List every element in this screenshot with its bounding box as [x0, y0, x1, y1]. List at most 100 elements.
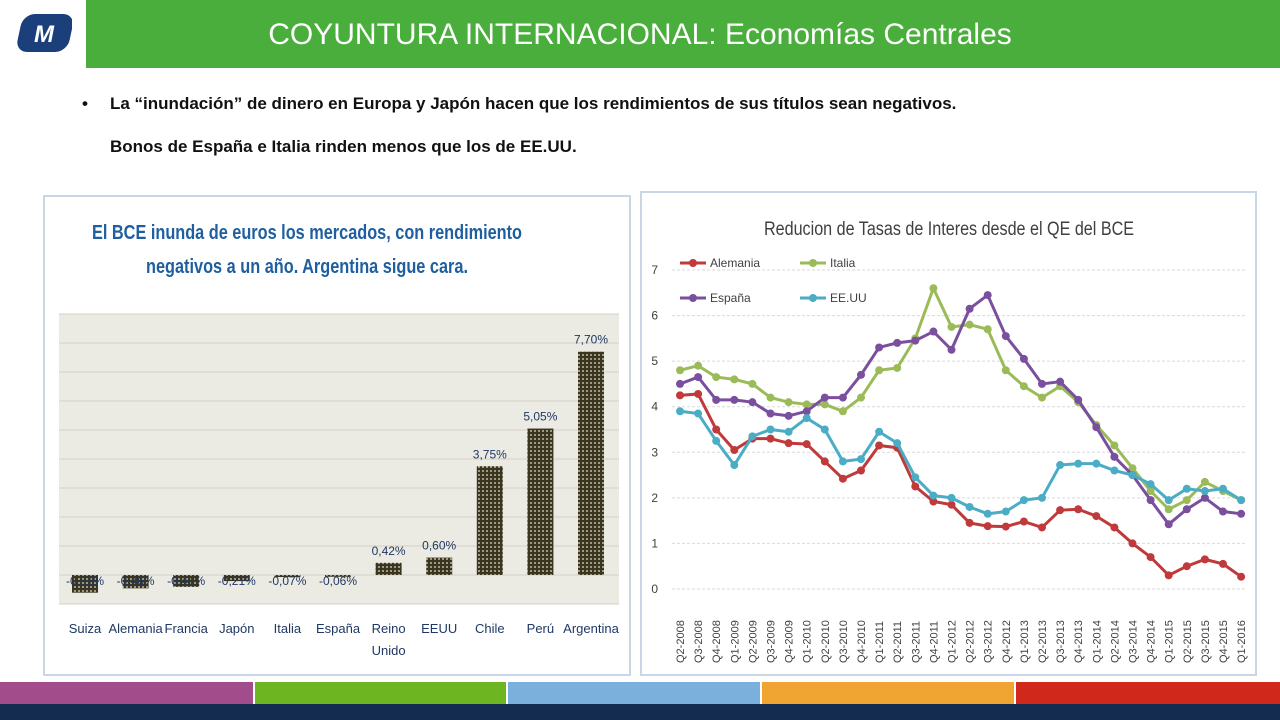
bar	[426, 557, 453, 575]
series-point	[1110, 452, 1119, 461]
series-point	[929, 491, 938, 500]
series-point	[802, 440, 811, 449]
series-point	[730, 375, 739, 384]
series-point	[1001, 332, 1010, 341]
bar	[72, 575, 98, 593]
series-point	[1182, 484, 1191, 493]
x-tick-label: Q4-2014	[1146, 620, 1158, 663]
series-point	[875, 366, 884, 375]
series-point	[766, 425, 775, 434]
series-point	[730, 395, 739, 404]
series-point	[694, 361, 703, 370]
series-point	[694, 409, 703, 418]
category-label: Italia	[274, 621, 302, 636]
legend-label: España	[710, 291, 751, 305]
series-point	[893, 338, 902, 347]
series-point	[1200, 487, 1209, 496]
category-label: Alemania	[108, 621, 163, 636]
bar	[578, 351, 604, 575]
series-point	[694, 389, 703, 398]
series-point	[965, 304, 974, 313]
data-label: -0,46%	[117, 574, 155, 588]
series-point	[766, 434, 775, 443]
series-point	[838, 457, 847, 466]
series-point	[911, 336, 920, 345]
y-tick-label: 0	[651, 582, 658, 596]
bar	[223, 575, 250, 582]
x-tick-label: Q3-2010	[838, 620, 850, 663]
chart-title: Reducion de Tasas de Interes desde el QE…	[764, 219, 1134, 240]
bar	[325, 575, 351, 577]
series-point	[1092, 512, 1101, 521]
x-tick-label: Q1-2011	[874, 621, 886, 663]
series-point	[676, 379, 684, 388]
x-tick-label: Q4-2009	[784, 620, 796, 663]
logo: M	[0, 0, 86, 68]
bar	[173, 575, 200, 587]
x-tick-label: Q4-2008	[711, 620, 723, 663]
line-chart: Reducion de Tasas de Interes desde el QE…	[651, 219, 1248, 663]
series-point	[694, 373, 703, 382]
series-point	[1200, 477, 1209, 486]
footer-stripe-purple	[0, 682, 253, 704]
series-point	[1164, 520, 1173, 529]
data-label: 3,75%	[473, 447, 507, 461]
y-tick-label: 7	[651, 263, 658, 277]
bar	[527, 428, 554, 575]
chart-title-line: El BCE inunda de euros los mercados, con…	[92, 222, 522, 244]
series-point	[1219, 507, 1227, 516]
series-point	[1019, 496, 1028, 505]
series-point	[712, 395, 721, 404]
series-point	[1038, 379, 1046, 388]
series-point	[1110, 466, 1119, 475]
footer-stripe-blue	[508, 682, 760, 704]
series-point	[1182, 505, 1191, 514]
x-tick-label: Q2-2013	[1037, 620, 1049, 663]
series-point	[947, 493, 956, 502]
series-point	[1146, 496, 1155, 505]
category-label: EEUU	[421, 621, 457, 636]
chart-title-line: negativos a un año. Argentina sigue cara…	[146, 256, 468, 278]
data-label: -0,07%	[268, 574, 306, 588]
series-point	[748, 398, 757, 407]
series-point	[1110, 523, 1119, 532]
x-tick-label: Q2-2015	[1182, 620, 1194, 663]
legend-marker	[809, 294, 817, 302]
series-point	[1001, 366, 1010, 375]
series-line	[679, 392, 1242, 578]
series-point	[1200, 493, 1209, 502]
x-tick-label: Q4-2012	[1001, 620, 1013, 663]
series-point	[676, 366, 684, 375]
data-label: 0,42%	[372, 544, 406, 558]
series-point	[875, 441, 884, 450]
series-point	[1074, 395, 1083, 404]
y-tick-label: 5	[651, 354, 658, 368]
x-tick-label: Q1-2015	[1164, 620, 1176, 663]
x-tick-label: Q4-2013	[1073, 620, 1085, 663]
series-line	[679, 284, 1242, 512]
legend-marker	[689, 259, 697, 267]
series-point	[1182, 562, 1191, 571]
data-label: 5,05%	[523, 410, 557, 424]
x-tick-label: Q2-2010	[820, 620, 832, 663]
series-point	[1092, 459, 1101, 468]
x-tick-label: Q3-2015	[1200, 620, 1212, 663]
x-tick-label: Q2-2008	[675, 620, 687, 663]
series-point	[1019, 517, 1028, 526]
series-point	[784, 411, 793, 420]
series-point	[730, 446, 739, 455]
logo-emblem-icon: M	[17, 14, 72, 52]
x-tick-label: Q3-2014	[1128, 620, 1140, 663]
series-point	[766, 393, 775, 402]
footer-stripe-orange	[762, 682, 1014, 704]
series-point	[1092, 423, 1101, 432]
series-point	[875, 343, 884, 352]
series-point	[929, 327, 938, 336]
series-point	[1128, 539, 1137, 548]
series-point	[1019, 382, 1028, 391]
series-point	[1056, 377, 1065, 386]
x-tick-label: Q1-2013	[1019, 620, 1031, 663]
x-tick-label: Q4-2011	[928, 621, 940, 663]
series-point	[820, 393, 829, 402]
series-point	[947, 322, 956, 331]
